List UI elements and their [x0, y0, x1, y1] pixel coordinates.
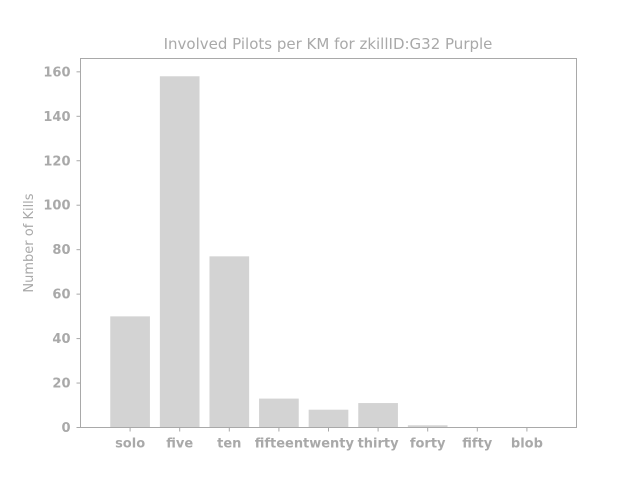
bar-fifteen [259, 398, 299, 428]
y-tick-label-100: 100 [43, 199, 70, 214]
x-tick-label-ten: ten [217, 437, 241, 452]
bar-five [159, 76, 200, 428]
bar-solo [110, 316, 150, 428]
y-tick-label-140: 140 [43, 110, 70, 125]
y-tick-label-80: 80 [52, 243, 70, 258]
bars-group [110, 76, 448, 428]
y-tick-label-20: 20 [52, 377, 70, 392]
chart-title: Involved Pilots per KM for zkillID:G32 P… [164, 35, 493, 53]
x-tick-label-five: five [166, 437, 193, 452]
x-tick-label-forty: forty [410, 437, 446, 452]
x-tick-label-thirty: thirty [358, 437, 400, 452]
axes-frame [80, 58, 577, 428]
x-tick-label-fifteen: fifteen [255, 437, 303, 452]
x-tick-label-blob: blob [511, 437, 543, 452]
bar-thirty [358, 403, 398, 428]
y-tick-label-160: 160 [43, 65, 70, 80]
bar-ten [209, 256, 250, 428]
y-tick-label-0: 0 [61, 421, 70, 436]
y-axis-ticks: 0 20 40 60 80 100 120 140 160 [43, 65, 81, 436]
x-tick-label-fifty: fifty [462, 437, 493, 452]
x-tick-label-twenty: twenty [303, 437, 355, 452]
y-tick-label-40: 40 [52, 332, 70, 347]
y-tick-label-120: 120 [43, 154, 70, 169]
y-tick-label-60: 60 [52, 288, 70, 303]
bar-forty [407, 425, 448, 428]
x-tick-label-solo: solo [115, 437, 145, 452]
x-axis-ticks: solo five ten fifteen twenty thirty forty fifty… [115, 427, 543, 452]
bar-twenty [308, 409, 349, 428]
y-axis-label: Number of Kills [22, 193, 37, 292]
